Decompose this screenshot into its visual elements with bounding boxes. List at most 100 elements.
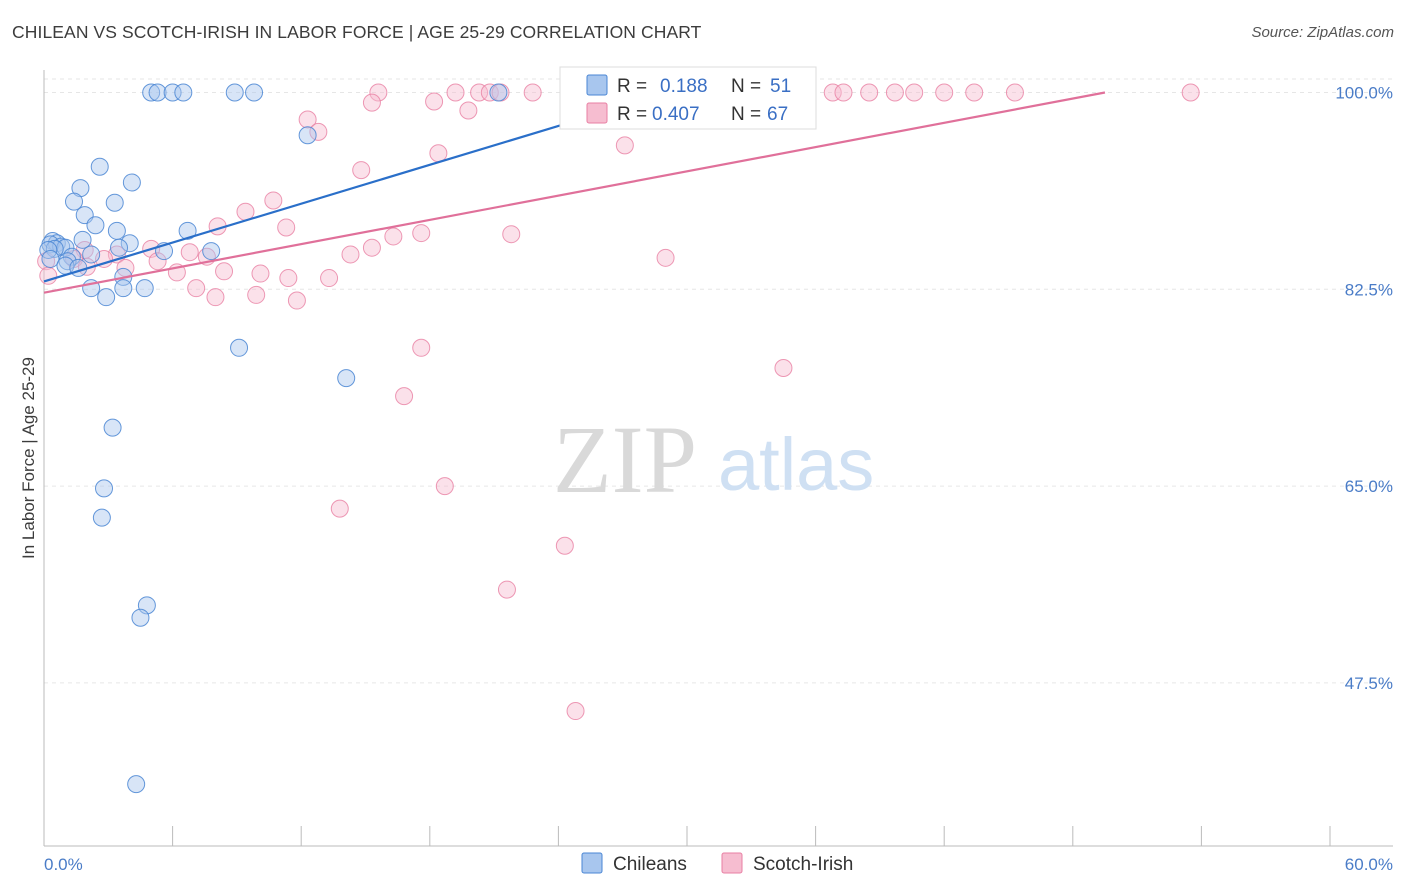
- series-legend-swatch-scotch-irish[interactable]: [721, 852, 743, 874]
- y-tick-label-0: 100.0%: [1335, 83, 1393, 102]
- scotch-irish-point-16: [860, 83, 879, 102]
- legend-swatch-chileans: [586, 74, 608, 96]
- chileans-point-46: [131, 608, 150, 627]
- scotch-irish-point-37: [502, 225, 521, 244]
- grid-lines: [44, 78, 1393, 684]
- chileans-point-14: [86, 216, 105, 235]
- scotch-irish-point-61: [287, 291, 306, 310]
- scotch-irish-point-5: [523, 83, 542, 102]
- chileans-point-24: [45, 239, 64, 258]
- correlation-legend: R = 0.188 N = 51 R = 0.407 N = 67: [559, 66, 817, 130]
- tick-labels: 100.0% 82.5% 65.0% 47.5% 0.0% 60.0%: [44, 83, 1393, 874]
- scotch-irish-point-66: [330, 499, 349, 518]
- chileans-point-5: [245, 83, 264, 102]
- chileans-point-8: [90, 157, 109, 176]
- chileans-point-12: [105, 193, 124, 212]
- chileans-point-11: [65, 192, 84, 211]
- chileans-point-2: [163, 83, 182, 102]
- scotch-irish-point-29: [429, 144, 448, 163]
- chileans-point-15: [107, 221, 126, 240]
- legend-n-label-chileans: N =: [731, 76, 761, 97]
- scotch-irish-point-63: [412, 338, 431, 357]
- scotch-irish-point-46: [148, 252, 167, 271]
- scotch-irish-point-36: [412, 224, 431, 243]
- watermark: ZIP atlas: [553, 406, 874, 513]
- scotch-irish-point-20: [965, 83, 984, 102]
- legend-r-label-scotch-irish: R =: [617, 104, 647, 125]
- scotch-irish-point-55: [39, 266, 58, 285]
- scotch-irish-point-65: [435, 477, 454, 496]
- trend-lines: [43, 91, 1106, 294]
- chileans-point-16: [178, 221, 197, 240]
- scotch-irish-point-40: [341, 245, 360, 264]
- scotch-irish-point-39: [362, 238, 381, 257]
- scotch-irish-point-57: [320, 269, 339, 288]
- chileans-point-4: [225, 83, 244, 102]
- x-tick-label-1: 60.0%: [1345, 855, 1393, 874]
- chileans-point-31: [41, 249, 60, 268]
- chileans-point-0: [142, 83, 161, 102]
- series-legend-label-scotch-irish[interactable]: Scotch-Irish: [753, 854, 853, 875]
- legend-n-value-scotch-irish: 67: [767, 104, 788, 125]
- scotch-irish-point-22: [1181, 83, 1200, 102]
- scotch-irish-point-62: [774, 359, 793, 378]
- series-legend: Chileans Scotch-Irish: [581, 852, 853, 875]
- legend-n-label-scotch-irish: N =: [731, 104, 761, 125]
- legend-r-label-chileans: R =: [617, 76, 647, 97]
- scotch-irish-point-64: [395, 387, 414, 406]
- watermark-atlas: atlas: [718, 423, 874, 506]
- chileans-point-26: [110, 238, 129, 257]
- source-label: Source: ZipAtlas.com: [1251, 24, 1394, 41]
- scotch-irish-point-2: [470, 83, 489, 102]
- scotch-irish-point-49: [656, 248, 675, 267]
- scotch-irish-point-52: [215, 262, 234, 281]
- legend-swatch-scotch-irish: [586, 102, 608, 124]
- scotch-irish-point-18: [905, 83, 924, 102]
- series-legend-swatch-chileans[interactable]: [581, 852, 603, 874]
- watermark-zip: ZIP: [553, 406, 697, 513]
- scotch-irish-point-31: [264, 191, 283, 210]
- scotch-irish-point-25: [459, 101, 478, 120]
- chart-title: CHILEAN VS SCOTCH-IRISH IN LABOR FORCE |…: [12, 22, 702, 42]
- chileans-point-18: [120, 234, 139, 253]
- scotch-irish-point-56: [279, 269, 298, 288]
- scotch-irish-point-68: [497, 580, 516, 599]
- scotch-irish-point-54: [251, 264, 270, 283]
- series-legend-label-chileans[interactable]: Chileans: [613, 854, 687, 875]
- scotch-irish-point-19: [935, 83, 954, 102]
- chileans-point-41: [337, 369, 356, 388]
- scotch-irish-point-67: [555, 536, 574, 555]
- scotch-irish-point-1: [446, 83, 465, 102]
- scotch-irish-point-34: [277, 218, 296, 237]
- scotch-irish-point-23: [425, 92, 444, 111]
- legend-r-value-scotch-irish: 0.407: [652, 104, 700, 125]
- scotch-irish-point-35: [384, 227, 403, 246]
- chileans-point-3: [174, 83, 193, 102]
- chileans-point-9: [122, 173, 141, 192]
- axes: [43, 70, 1393, 847]
- chileans-point-42: [103, 418, 122, 437]
- scotch-irish-trend-line: [43, 91, 1106, 294]
- y-tick-label-3: 47.5%: [1345, 674, 1393, 693]
- chileans-point-44: [92, 508, 111, 527]
- scotch-irish-point-69: [566, 702, 585, 721]
- chileans-point-7: [298, 126, 317, 145]
- chileans-point-47: [127, 775, 146, 794]
- chileans-point-40: [230, 338, 249, 357]
- chileans-point-28: [202, 242, 221, 261]
- y-tick-label-1: 82.5%: [1345, 280, 1393, 299]
- scotch-irish-point-28: [615, 136, 634, 155]
- scotch-irish-point-58: [187, 279, 206, 298]
- scotch-irish-point-24: [362, 93, 381, 112]
- chileans-point-43: [95, 479, 114, 498]
- legend-n-value-chileans: 51: [770, 76, 791, 97]
- chileans-trend-line: [43, 118, 581, 283]
- scotch-irish-point-59: [247, 285, 266, 304]
- scotch-irish-point-26: [298, 110, 317, 129]
- scotch-irish-point-15: [834, 83, 853, 102]
- scotch-irish-point-43: [180, 243, 199, 262]
- chileans-point-36: [114, 279, 133, 298]
- chileans-point-38: [135, 279, 154, 298]
- y-tick-label-2: 65.0%: [1345, 477, 1393, 496]
